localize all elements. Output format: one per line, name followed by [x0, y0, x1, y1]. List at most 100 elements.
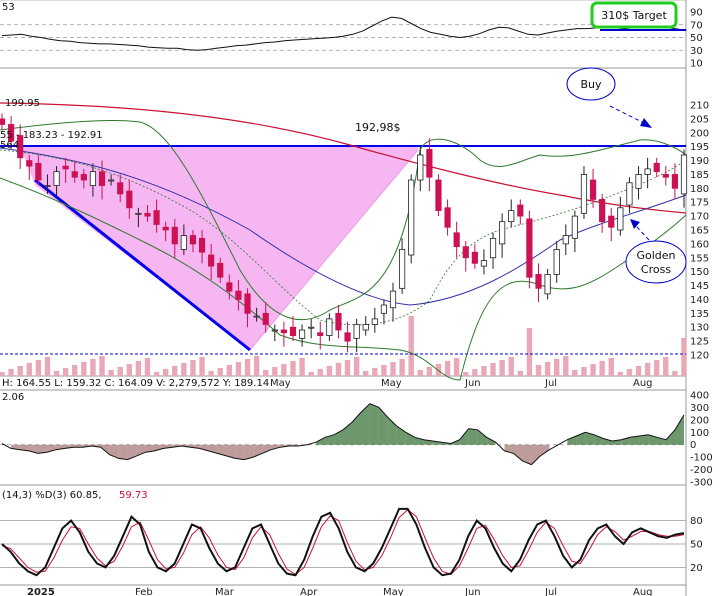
candle-body	[17, 135, 24, 159]
candle-body	[680, 154, 688, 195]
volume-bar	[244, 359, 251, 376]
volume-bar	[117, 367, 123, 376]
stoch-tick: 80	[690, 516, 703, 527]
volume-bar	[0, 372, 5, 376]
candle-body	[289, 326, 297, 336]
volume-bar	[681, 338, 687, 376]
volume-bar	[508, 357, 514, 376]
candle-body	[435, 179, 442, 211]
volume-bar	[363, 371, 369, 376]
volume-bar	[272, 367, 278, 376]
ppo-positive-area	[459, 428, 469, 445]
price-tick: 200	[690, 128, 709, 139]
volume-bar	[108, 370, 114, 376]
volume-bar	[99, 356, 105, 376]
volume-bar	[208, 371, 214, 376]
ppo-negative-area	[513, 444, 523, 461]
ppo-negative-area	[262, 444, 272, 454]
volume-bar	[26, 363, 32, 376]
ma-blue-line	[0, 147, 687, 306]
buy-label: Buy	[580, 78, 602, 91]
ppo-positive-area	[657, 437, 667, 445]
x-label-jun-bottom: Jun	[464, 587, 481, 596]
volume-bar	[672, 371, 678, 376]
price-tick: 210	[690, 101, 709, 112]
ppo-negative-area	[109, 444, 119, 459]
ppo-positive-area	[603, 438, 613, 445]
volume-bar	[399, 359, 405, 376]
ppo-positive-area	[486, 437, 496, 445]
candle-body	[580, 174, 588, 214]
peak-price-label: 192,98$	[355, 121, 401, 134]
candle-body	[453, 232, 460, 248]
ppo-negative-area	[145, 444, 155, 453]
volume-bar	[135, 361, 142, 376]
candle-body	[98, 171, 106, 186]
candle-body	[562, 235, 569, 245]
ppo-negative-area	[271, 444, 281, 450]
price-candles	[0, 113, 688, 353]
volume-bar	[444, 361, 451, 376]
ppo-positive-area	[666, 429, 676, 445]
candle-body	[471, 251, 478, 264]
volume-bar	[644, 363, 651, 376]
golden-cross-arrow-line	[635, 225, 650, 241]
ppo-negative-area	[136, 444, 146, 456]
volume-bar	[490, 363, 496, 376]
x-label-may-bottom: May	[383, 587, 404, 596]
volume-bar	[663, 357, 669, 376]
candle-body	[189, 235, 197, 245]
ppo-positive-area	[675, 414, 684, 445]
golden-cross-label-1: Golden	[636, 249, 675, 262]
stoch-header-text: (14,3) %D(3) 60.85,	[2, 490, 102, 501]
ppo-positive-area	[468, 428, 478, 445]
volume-bar	[335, 363, 342, 376]
ppo-tick: 200	[690, 415, 709, 426]
price-tick: 185	[690, 170, 709, 181]
ppo-tick: 100	[690, 428, 709, 439]
ppo-positive-area	[648, 434, 658, 445]
ppo-negative-area	[217, 444, 227, 456]
ppo-negative-area	[235, 444, 245, 460]
ppo-negative-area	[37, 444, 47, 454]
candle-body	[508, 210, 515, 223]
volume-bar	[317, 369, 323, 376]
volume-bar	[190, 360, 196, 376]
candle-body	[280, 329, 287, 334]
volume-bar	[617, 372, 624, 376]
price-tick: 205	[690, 114, 709, 125]
candle-body	[208, 254, 215, 267]
candle-body	[671, 174, 678, 189]
candle-body	[126, 190, 133, 209]
ppo-positive-area	[639, 434, 649, 445]
volume-bar	[463, 372, 469, 376]
candle-body	[608, 215, 615, 228]
candle-body	[53, 171, 60, 186]
price-tick: 170	[690, 212, 709, 223]
volume-bar	[372, 368, 378, 376]
ppo-positive-area	[405, 432, 415, 445]
volume-bar	[353, 357, 360, 376]
rsi-header: 53	[2, 2, 15, 13]
candle-body	[353, 324, 360, 339]
candle-body	[480, 260, 488, 267]
volume-bar	[226, 365, 233, 376]
volume-bars	[0, 316, 687, 376]
volume-bar	[481, 366, 487, 376]
stoch-tick: 50	[690, 540, 703, 551]
volume-bar	[90, 359, 96, 376]
volume-bar	[126, 364, 132, 376]
price-panel: 210 205 200 195 190 185 180 175 170 165 160 155 150 1…	[0, 67, 709, 389]
wedge-diagonal	[249, 149, 419, 351]
volume-bar	[526, 328, 533, 376]
price-tick: 160	[690, 239, 709, 250]
ppo-negative-area	[127, 444, 137, 460]
x-label-jul: Jul	[544, 378, 557, 389]
volume-bar	[499, 360, 505, 376]
ppo-tick: 0	[690, 440, 696, 451]
candle-body	[317, 332, 324, 336]
volume-bar	[281, 364, 287, 376]
ppo-positive-area	[369, 403, 379, 445]
rsi-series-line	[1, 16, 685, 51]
volume-bar	[381, 365, 387, 376]
